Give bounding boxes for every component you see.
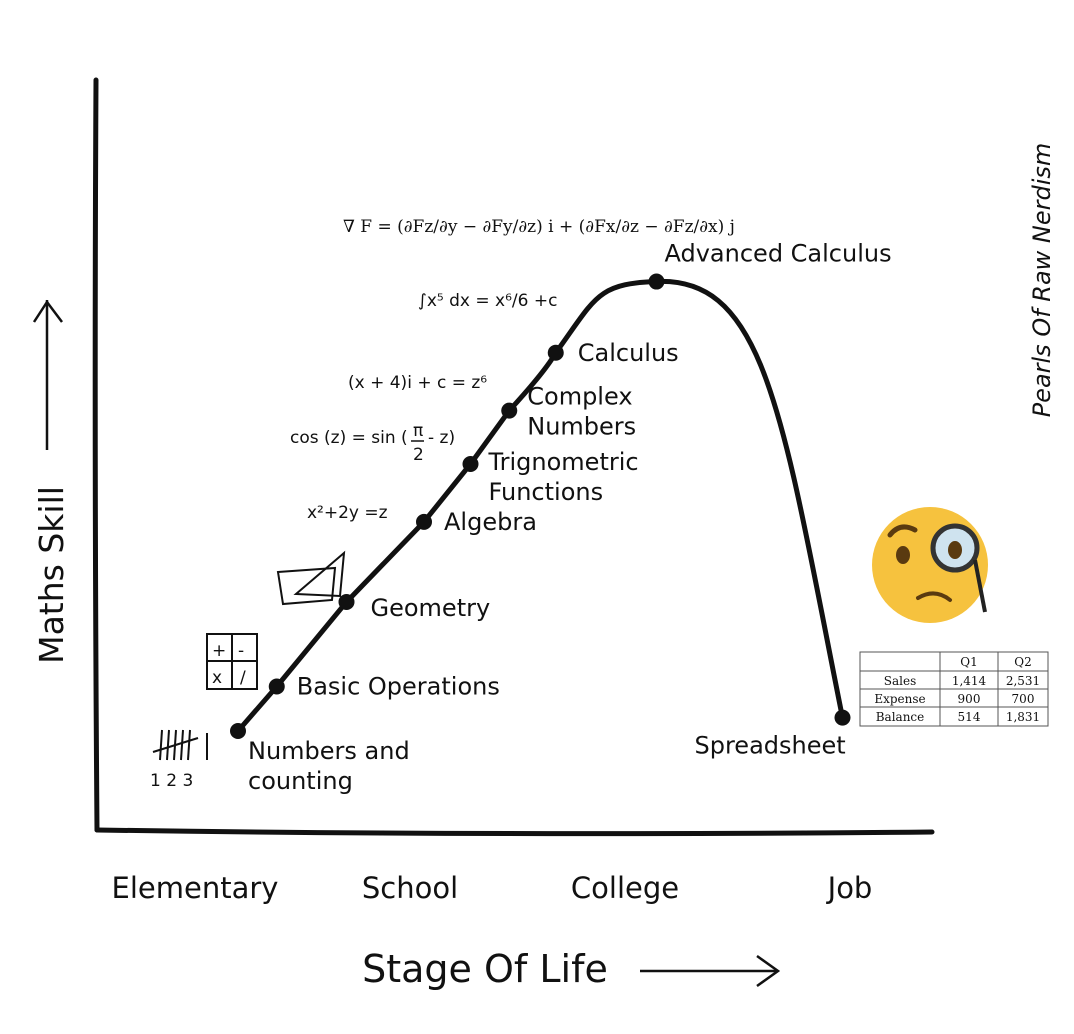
data-point-6 (501, 402, 518, 419)
data-point-8 (648, 273, 665, 290)
table-cell: 2,531 (1006, 674, 1040, 688)
geometry-shapes-icon (276, 550, 346, 606)
stage-labels: Elementary School College Job (112, 871, 873, 905)
data-point-1 (230, 723, 246, 739)
data-point-7 (547, 344, 564, 361)
point-labels-layer: Numbers and counting Basic Operations Geome… (248, 240, 892, 795)
x-axis-arrow-icon (640, 954, 781, 988)
data-point-3 (338, 593, 355, 610)
data-point-5 (462, 456, 479, 472)
table-cell: Sales (884, 674, 916, 688)
table-cell: Balance (876, 710, 925, 724)
table-cell: 1,831 (1006, 710, 1040, 724)
data-point-9 (834, 709, 851, 726)
data-point-2 (268, 678, 285, 695)
point-label-3: Geometry (371, 594, 491, 622)
data-point-4 (416, 513, 432, 530)
point-label-5: Trignometric Functions (488, 448, 639, 506)
point-label-8: Advanced Calculus (665, 240, 892, 268)
ops-minus: - (238, 641, 244, 661)
points-layer (230, 273, 851, 739)
trig-formula: cos (z) = sin ( π 2 - z) (290, 421, 455, 465)
spreadsheet-table: Q1 Q2 Sales 1,414 2,531 Expense 900 700 Balance 5… (859, 651, 1049, 727)
basic-operations-box: + - x / (206, 633, 258, 690)
calculus-formula: ∫x⁵ dx = x⁶/6 +c (418, 291, 557, 311)
point-label-9: Spreadsheet (695, 732, 846, 760)
point-label-2: Basic Operations (297, 673, 500, 701)
tally-marks-icon (152, 729, 208, 761)
table-header-cell: Q2 (1014, 655, 1031, 669)
y-axis-label: Maths Skill (32, 486, 71, 664)
table-cell: Expense (874, 692, 925, 706)
skill-curve-line (235, 279, 845, 734)
point-label-7: Calculus (578, 339, 679, 367)
algebra-formula: x²+2y =z (307, 503, 388, 523)
x-axis-label: Stage Of Life (362, 947, 608, 991)
ops-plus: + (212, 641, 226, 661)
svg-text:cos (z) = sin (: cos (z) = sin ( (290, 428, 408, 448)
monocle-face-icon (872, 507, 988, 623)
counting-numbers: 1 2 3 (150, 771, 193, 791)
svg-text:π: π (413, 421, 423, 441)
table-cell: 900 (958, 692, 981, 706)
ops-times: x (212, 668, 222, 688)
point-label-4: Algebra (444, 508, 537, 536)
complex-formula: (x + 4)i + c = z⁶ (348, 373, 487, 393)
point-label-1: Numbers and counting (248, 737, 410, 795)
x-axis-line (94, 827, 935, 837)
table-cell: 514 (958, 710, 981, 724)
table-header-cell: Q1 (960, 655, 977, 669)
svg-text:2: 2 (413, 445, 424, 465)
svg-text:- z): - z) (428, 428, 455, 448)
advanced-calculus-formula: ∇ F = (∂Fz/∂y − ∂Fy/∂z) i + (∂Fx/∂z − ∂F… (343, 217, 735, 237)
stage-label-elementary: Elementary (112, 871, 279, 905)
stage-label-job: Job (826, 871, 873, 905)
table-cell: 700 (1012, 692, 1035, 706)
stage-label-college: College (571, 871, 679, 905)
ops-divide: / (240, 668, 246, 688)
table-cell: 1,414 (952, 674, 987, 688)
y-axis-line (92, 77, 100, 833)
watermark-text: Pearls Of Raw Nerdism (1028, 143, 1056, 418)
stage-label-school: School (362, 871, 458, 905)
point-label-6: Complex Numbers (527, 383, 636, 441)
y-axis-arrow-icon (32, 299, 63, 450)
